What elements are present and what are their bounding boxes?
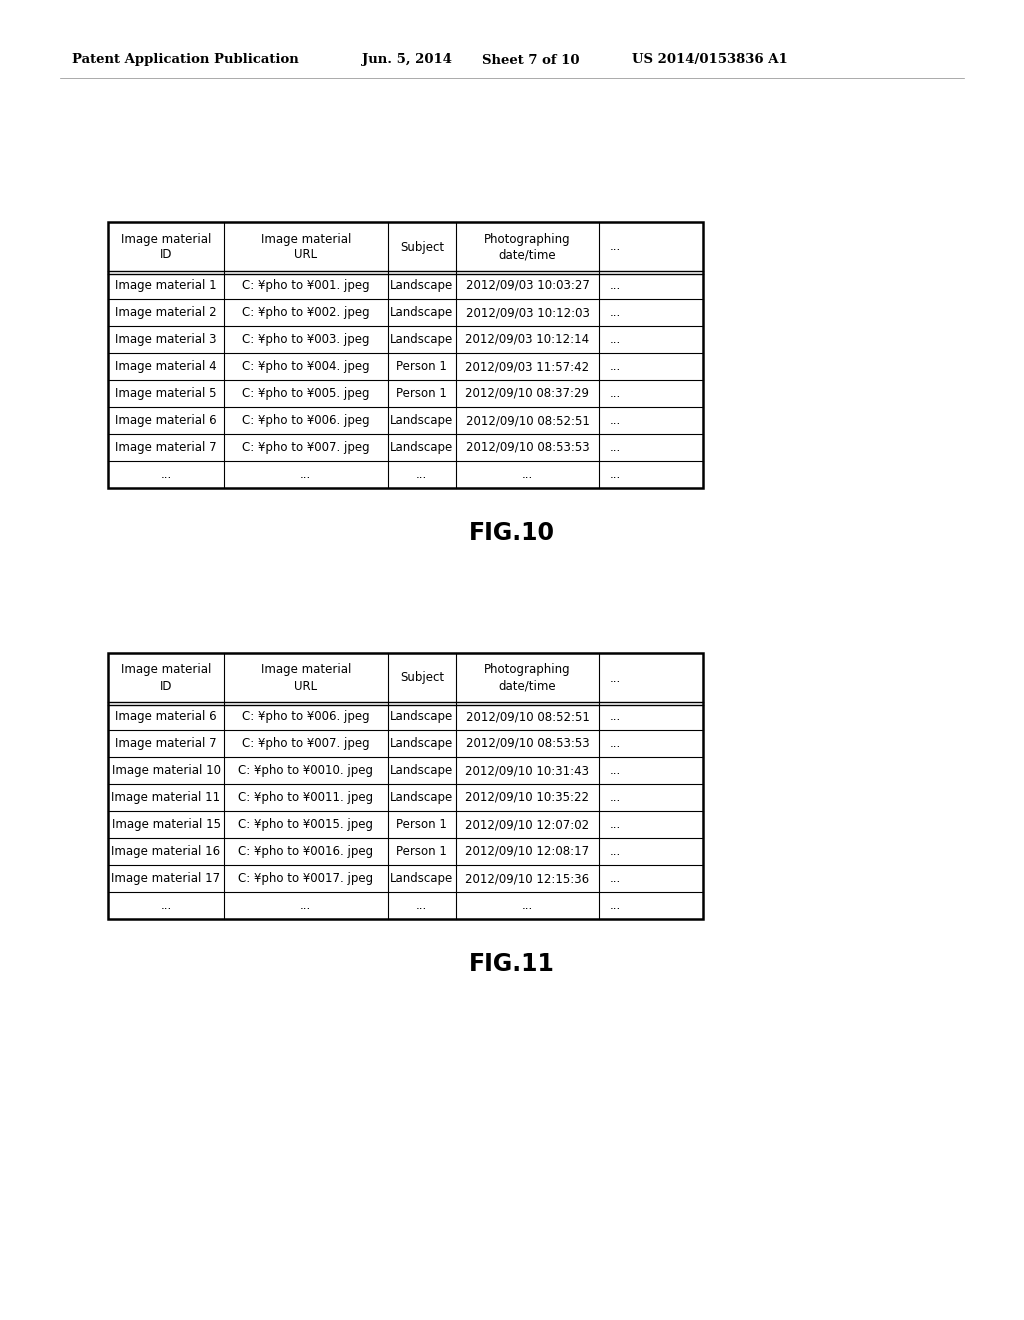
Text: Subject: Subject <box>399 240 444 253</box>
Text: C: ¥pho to ¥0011. jpeg: C: ¥pho to ¥0011. jpeg <box>239 791 374 804</box>
Text: 2012/09/10 08:53:53: 2012/09/10 08:53:53 <box>466 441 589 454</box>
Text: Landscape: Landscape <box>390 710 454 723</box>
Text: ...: ... <box>522 899 534 912</box>
Text: Image material 15: Image material 15 <box>112 818 220 832</box>
Text: Image material 7: Image material 7 <box>115 737 217 750</box>
Text: C: ¥pho to ¥003. jpeg: C: ¥pho to ¥003. jpeg <box>242 333 370 346</box>
Text: ...: ... <box>609 672 621 685</box>
Text: ...: ... <box>161 899 172 912</box>
Text: Image material
ID: Image material ID <box>121 232 211 261</box>
Text: Image material 3: Image material 3 <box>116 333 217 346</box>
Text: C: ¥pho to ¥006. jpeg: C: ¥pho to ¥006. jpeg <box>242 710 370 723</box>
Text: ...: ... <box>609 240 621 253</box>
Text: ...: ... <box>609 791 621 804</box>
Text: ...: ... <box>609 873 621 884</box>
Text: Patent Application Publication: Patent Application Publication <box>72 54 299 66</box>
Text: Image material 17: Image material 17 <box>112 873 220 884</box>
Text: 2012/09/10 08:53:53: 2012/09/10 08:53:53 <box>466 737 589 750</box>
Text: ...: ... <box>300 899 311 912</box>
Text: Image material 2: Image material 2 <box>115 306 217 319</box>
Text: C: ¥pho to ¥006. jpeg: C: ¥pho to ¥006. jpeg <box>242 414 370 426</box>
Text: C: ¥pho to ¥007. jpeg: C: ¥pho to ¥007. jpeg <box>242 441 370 454</box>
Text: Landscape: Landscape <box>390 441 454 454</box>
Text: FIG.10: FIG.10 <box>469 521 555 545</box>
Text: ...: ... <box>300 469 311 480</box>
Text: 2012/09/03 10:12:03: 2012/09/03 10:12:03 <box>466 306 590 319</box>
Text: C: ¥pho to ¥0016. jpeg: C: ¥pho to ¥0016. jpeg <box>239 845 374 858</box>
Text: C: ¥pho to ¥002. jpeg: C: ¥pho to ¥002. jpeg <box>242 306 370 319</box>
Text: ...: ... <box>522 469 534 480</box>
Text: ...: ... <box>609 845 621 858</box>
Text: ...: ... <box>609 764 621 777</box>
Text: Landscape: Landscape <box>390 414 454 426</box>
Text: 2012/09/10 10:31:43: 2012/09/10 10:31:43 <box>466 764 590 777</box>
Bar <box>108 653 703 919</box>
Text: 2012/09/10 08:52:51: 2012/09/10 08:52:51 <box>466 710 590 723</box>
Text: 2012/09/10 08:37:29: 2012/09/10 08:37:29 <box>466 387 590 400</box>
Text: ...: ... <box>609 306 621 319</box>
Text: Person 1: Person 1 <box>396 360 447 374</box>
Text: Person 1: Person 1 <box>396 818 447 832</box>
Text: Person 1: Person 1 <box>396 387 447 400</box>
Text: Image material 4: Image material 4 <box>115 360 217 374</box>
Text: Image material 16: Image material 16 <box>112 845 220 858</box>
Bar <box>108 222 703 488</box>
Text: 2012/09/10 08:52:51: 2012/09/10 08:52:51 <box>466 414 590 426</box>
Text: 2012/09/10 12:15:36: 2012/09/10 12:15:36 <box>466 873 590 884</box>
Text: Jun. 5, 2014: Jun. 5, 2014 <box>362 54 452 66</box>
Text: Landscape: Landscape <box>390 791 454 804</box>
Text: Sheet 7 of 10: Sheet 7 of 10 <box>482 54 580 66</box>
Text: Photographing
date/time: Photographing date/time <box>484 232 570 261</box>
Text: Subject: Subject <box>399 672 444 685</box>
Text: 2012/09/10 12:07:02: 2012/09/10 12:07:02 <box>466 818 590 832</box>
Text: Landscape: Landscape <box>390 764 454 777</box>
Text: Image material 6: Image material 6 <box>115 414 217 426</box>
Text: Photographing
date/time: Photographing date/time <box>484 664 570 693</box>
Text: ...: ... <box>609 469 621 480</box>
Text: ...: ... <box>609 333 621 346</box>
Text: Image material
URL: Image material URL <box>261 232 351 261</box>
Text: Landscape: Landscape <box>390 306 454 319</box>
Text: 2012/09/03 10:12:14: 2012/09/03 10:12:14 <box>466 333 590 346</box>
Text: Image material 11: Image material 11 <box>112 791 220 804</box>
Text: Image material 10: Image material 10 <box>112 764 220 777</box>
Text: ...: ... <box>609 737 621 750</box>
Text: C: ¥pho to ¥0017. jpeg: C: ¥pho to ¥0017. jpeg <box>239 873 374 884</box>
Text: Landscape: Landscape <box>390 737 454 750</box>
Text: Person 1: Person 1 <box>396 845 447 858</box>
Text: ...: ... <box>416 469 427 480</box>
Text: Image material
URL: Image material URL <box>261 664 351 693</box>
Text: Image material 5: Image material 5 <box>116 387 217 400</box>
Text: Image material 6: Image material 6 <box>115 710 217 723</box>
Text: C: ¥pho to ¥001. jpeg: C: ¥pho to ¥001. jpeg <box>242 279 370 292</box>
Text: ...: ... <box>416 899 427 912</box>
Text: Landscape: Landscape <box>390 873 454 884</box>
Text: ...: ... <box>609 899 621 912</box>
Text: Image material
ID: Image material ID <box>121 664 211 693</box>
Text: ...: ... <box>161 469 172 480</box>
Text: ...: ... <box>609 818 621 832</box>
Text: 2012/09/03 10:03:27: 2012/09/03 10:03:27 <box>466 279 590 292</box>
Text: Image material 7: Image material 7 <box>115 441 217 454</box>
Text: ...: ... <box>609 279 621 292</box>
Text: C: ¥pho to ¥005. jpeg: C: ¥pho to ¥005. jpeg <box>242 387 370 400</box>
Text: 2012/09/10 10:35:22: 2012/09/10 10:35:22 <box>466 791 590 804</box>
Text: FIG.11: FIG.11 <box>469 952 555 975</box>
Text: ...: ... <box>609 710 621 723</box>
Text: ...: ... <box>609 441 621 454</box>
Text: ...: ... <box>609 414 621 426</box>
Text: C: ¥pho to ¥0010. jpeg: C: ¥pho to ¥0010. jpeg <box>239 764 374 777</box>
Text: US 2014/0153836 A1: US 2014/0153836 A1 <box>632 54 787 66</box>
Text: ...: ... <box>609 360 621 374</box>
Text: C: ¥pho to ¥0015. jpeg: C: ¥pho to ¥0015. jpeg <box>239 818 374 832</box>
Text: ...: ... <box>609 387 621 400</box>
Text: C: ¥pho to ¥007. jpeg: C: ¥pho to ¥007. jpeg <box>242 737 370 750</box>
Text: Image material 1: Image material 1 <box>115 279 217 292</box>
Text: 2012/09/03 11:57:42: 2012/09/03 11:57:42 <box>466 360 590 374</box>
Text: Landscape: Landscape <box>390 279 454 292</box>
Text: 2012/09/10 12:08:17: 2012/09/10 12:08:17 <box>466 845 590 858</box>
Text: Landscape: Landscape <box>390 333 454 346</box>
Text: C: ¥pho to ¥004. jpeg: C: ¥pho to ¥004. jpeg <box>242 360 370 374</box>
